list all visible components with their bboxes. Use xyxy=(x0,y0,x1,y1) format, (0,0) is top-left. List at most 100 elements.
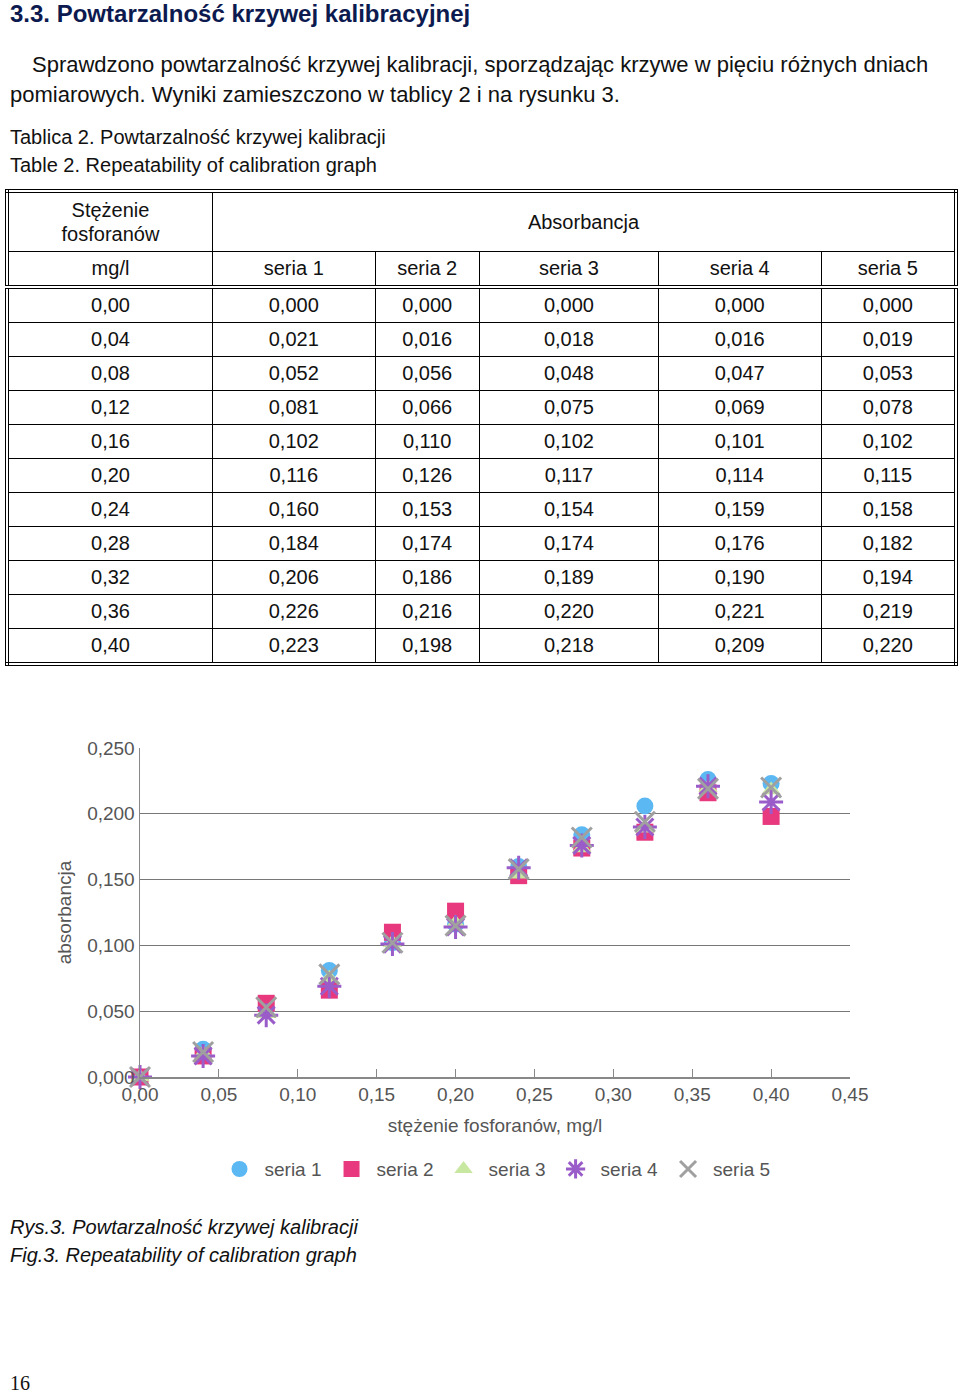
html-text:0,056: 0,056 xyxy=(402,362,453,384)
svg-text:0,00: 0,00 xyxy=(122,1084,159,1105)
html-text:0,000: 0,000 xyxy=(714,294,765,316)
html-text:0,052: 0,052 xyxy=(268,362,319,384)
html-text:0,019: 0,019 xyxy=(862,328,913,350)
html-text:0,04: 0,04 xyxy=(91,328,130,350)
html-text:0,226: 0,226 xyxy=(268,600,319,622)
html-text:0,220: 0,220 xyxy=(543,600,594,622)
html-text:0,066: 0,066 xyxy=(402,396,453,418)
html-text:0,110: 0,110 xyxy=(402,430,452,452)
html-text:0,20: 0,20 xyxy=(91,464,130,486)
svg-text:0,200: 0,200 xyxy=(87,803,135,824)
html-text:0,116: 0,116 xyxy=(269,464,318,486)
html-text:0,16: 0,16 xyxy=(91,430,130,452)
svg-text:0,100: 0,100 xyxy=(87,935,135,956)
svg-text:0,20: 0,20 xyxy=(437,1084,474,1105)
html-text:0,126: 0,126 xyxy=(402,464,453,486)
html-text:0,190: 0,190 xyxy=(714,566,765,588)
html-text:0,000: 0,000 xyxy=(862,294,913,316)
svg-text:seria 5: seria 5 xyxy=(713,1159,770,1180)
html-text:0,102: 0,102 xyxy=(862,430,913,452)
html-text:0,174: 0,174 xyxy=(402,532,453,554)
html-text:0,000: 0,000 xyxy=(543,294,594,316)
svg-text:0,45: 0,45 xyxy=(832,1084,869,1105)
html-text:0,218: 0,218 xyxy=(543,634,594,656)
html-text:3.3. Powtarzalność krzywej kal: 3.3. Powtarzalność krzywej kalibracyjnej xyxy=(10,0,471,27)
svg-text:seria 4: seria 4 xyxy=(601,1159,658,1180)
html-text:0,32: 0,32 xyxy=(91,566,130,588)
html-text:0,176: 0,176 xyxy=(714,532,765,554)
html-text:0,101: 0,101 xyxy=(714,430,765,452)
svg-text:0,05: 0,05 xyxy=(200,1084,237,1105)
svg-text:0,10: 0,10 xyxy=(279,1084,316,1105)
html-text:0,182: 0,182 xyxy=(862,532,913,554)
html-text:0,28: 0,28 xyxy=(91,532,130,554)
html-text:Tablica 2. Powtarzalność krzyw: Tablica 2. Powtarzalność krzywej kalibra… xyxy=(10,126,386,148)
html-text:0,053: 0,053 xyxy=(862,362,913,384)
html-text:0,160: 0,160 xyxy=(268,498,319,520)
html-text:0,047: 0,047 xyxy=(714,362,765,384)
html-text:0,223: 0,223 xyxy=(268,634,319,656)
html-text:0,102: 0,102 xyxy=(543,430,594,452)
html-text:0,048: 0,048 xyxy=(543,362,594,384)
svg-text:0,30: 0,30 xyxy=(595,1084,632,1105)
html-text:0,209: 0,209 xyxy=(714,634,765,656)
html-text:seria 2: seria 2 xyxy=(397,257,458,279)
html-text:0,08: 0,08 xyxy=(91,362,130,384)
html-text:0,198: 0,198 xyxy=(402,634,453,656)
html-text:0,016: 0,016 xyxy=(402,328,453,350)
html-text:0,115: 0,115 xyxy=(863,464,912,486)
html-text:seria 4: seria 4 xyxy=(709,257,770,279)
svg-text:stężenie fosforanów, mg/l: stężenie fosforanów, mg/l xyxy=(388,1115,602,1136)
html-text:0,24: 0,24 xyxy=(91,498,130,520)
html-text:Sprawdzono powtarzalność krzyw: Sprawdzono powtarzalność krzywej kalibra… xyxy=(10,52,929,107)
svg-text:seria 2: seria 2 xyxy=(377,1159,434,1180)
html-text:0,216: 0,216 xyxy=(402,600,453,622)
html-text:0,021: 0,021 xyxy=(268,328,319,350)
html-text:0,158: 0,158 xyxy=(862,498,913,520)
html-text:0,117: 0,117 xyxy=(544,464,594,486)
html-text:0,000: 0,000 xyxy=(268,294,319,316)
html-text:0,40: 0,40 xyxy=(91,634,130,656)
html-text:0,174: 0,174 xyxy=(543,532,594,554)
svg-text:0,000: 0,000 xyxy=(87,1067,135,1088)
html-text:0,194: 0,194 xyxy=(862,566,913,588)
html-text:0,189: 0,189 xyxy=(543,566,594,588)
html-text:0,159: 0,159 xyxy=(714,498,765,520)
html-text:0,069: 0,069 xyxy=(714,396,765,418)
html-text:0,114: 0,114 xyxy=(715,464,764,486)
html-text:0,186: 0,186 xyxy=(402,566,453,588)
html-text:Stężenie fosforanów: Stężenie fosforanów xyxy=(61,199,160,245)
html-text:0,000: 0,000 xyxy=(402,294,453,316)
html-text:0,221: 0,221 xyxy=(714,600,765,622)
html-text:0,153: 0,153 xyxy=(402,498,453,520)
svg-text:0,25: 0,25 xyxy=(516,1084,553,1105)
html-text:0,00: 0,00 xyxy=(91,294,130,316)
html-text:0,219: 0,219 xyxy=(862,600,913,622)
svg-text:0,050: 0,050 xyxy=(87,1001,135,1022)
html-text:mg/l: mg/l xyxy=(91,257,130,279)
svg-text:absorbancja: absorbancja xyxy=(54,860,75,964)
html-text:Absorbancja: Absorbancja xyxy=(527,211,640,233)
html-text:0,206: 0,206 xyxy=(268,566,319,588)
html-text:0,081: 0,081 xyxy=(268,396,319,418)
html-text:0,12: 0,12 xyxy=(91,396,130,418)
html-text:seria 5: seria 5 xyxy=(857,257,918,279)
svg-text:0,15: 0,15 xyxy=(358,1084,395,1105)
svg-text:seria 1: seria 1 xyxy=(265,1159,322,1180)
svg-text:0,250: 0,250 xyxy=(87,738,135,759)
html-text:0,016: 0,016 xyxy=(714,328,765,350)
html-text:0,078: 0,078 xyxy=(862,396,913,418)
svg-text:0,35: 0,35 xyxy=(674,1084,711,1105)
html-text:0,102: 0,102 xyxy=(268,430,319,452)
svg-text:0,150: 0,150 xyxy=(87,869,135,890)
html-text:0,154: 0,154 xyxy=(543,498,594,520)
html-text:0,075: 0,075 xyxy=(543,396,594,418)
svg-text:seria 3: seria 3 xyxy=(489,1159,546,1180)
html-text:0,184: 0,184 xyxy=(268,532,319,554)
svg-text:0,40: 0,40 xyxy=(753,1084,790,1105)
html-text:0,36: 0,36 xyxy=(91,600,130,622)
html-text:seria 1: seria 1 xyxy=(263,257,324,279)
html-text:seria 3: seria 3 xyxy=(538,257,599,279)
html-text:Table 2. Repeatability of cali: Table 2. Repeatability of calibration gr… xyxy=(10,154,377,176)
html-text:0,018: 0,018 xyxy=(543,328,594,350)
